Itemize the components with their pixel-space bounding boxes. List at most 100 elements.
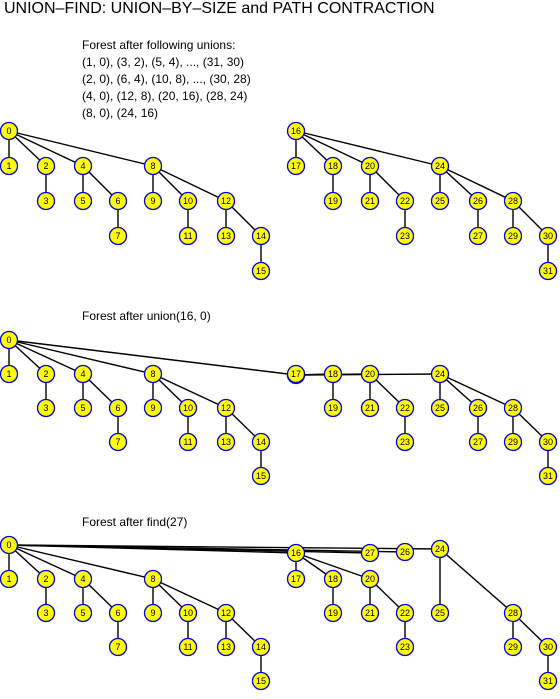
node-label: 16 [291, 126, 301, 136]
node-circle [178, 191, 198, 211]
node-label: 14 [256, 231, 266, 241]
node-label: 23 [400, 642, 410, 652]
node-23: 23 [395, 226, 415, 246]
edge-8-12 [152, 578, 227, 614]
node-label: 11 [183, 437, 192, 447]
node-30: 30 [538, 226, 558, 246]
node-20: 20 [360, 156, 380, 176]
node-circle [36, 364, 56, 384]
node-circle [430, 539, 450, 559]
node-5: 5 [73, 191, 93, 211]
node-label: 13 [221, 437, 231, 447]
node-circle [286, 156, 306, 176]
node-circle [73, 191, 93, 211]
node-22: 22 [395, 603, 415, 623]
node-label: 3 [43, 403, 48, 413]
node-label: 27 [473, 437, 483, 447]
node-circle [178, 432, 198, 452]
node-label: 26 [473, 196, 483, 206]
node-label: 4 [80, 369, 85, 379]
node-circle [0, 330, 19, 350]
node-circle [0, 156, 19, 176]
node-label: 23 [400, 231, 410, 241]
node-label: 5 [80, 196, 85, 206]
edge-0-8 [8, 339, 154, 375]
node-circle [73, 603, 93, 623]
node-circle [430, 603, 450, 623]
caption-initial-line: (8, 0), (24, 16) [82, 106, 159, 120]
node-20: 20 [360, 364, 380, 384]
node-circle [108, 398, 128, 418]
node-label: 7 [115, 642, 120, 652]
node-14: 14 [251, 432, 271, 452]
node-label: 18 [328, 574, 338, 584]
edge-0-8 [8, 130, 154, 167]
node-23: 23 [395, 432, 415, 452]
node-13: 13 [216, 432, 236, 452]
node-28: 28 [503, 603, 523, 623]
node-7: 7 [108, 637, 128, 657]
node-circle [360, 543, 380, 563]
node-2: 2 [36, 156, 56, 176]
node-circle [395, 432, 415, 452]
node-label: 22 [400, 403, 410, 413]
node-2: 2 [36, 569, 56, 589]
caption-initial-heading: Forest after following unions: [82, 38, 236, 52]
node-19: 19 [323, 398, 343, 418]
edge-0-8 [8, 544, 154, 580]
node-label: 9 [150, 403, 155, 413]
node-label: 6 [115, 196, 120, 206]
node-26: 26 [468, 191, 488, 211]
node-label: 15 [256, 471, 266, 481]
node-0: 0 [0, 121, 19, 141]
node-label: 29 [508, 231, 518, 241]
node-label: 17 [291, 161, 301, 171]
node-circle [108, 637, 128, 657]
node-circle [503, 191, 523, 211]
node-26: 26 [468, 398, 488, 418]
node-label: 30 [543, 642, 553, 652]
node-circle [143, 364, 163, 384]
node-10: 10 [178, 191, 198, 211]
node-circle [178, 398, 198, 418]
node-circle [286, 569, 306, 589]
node-label: 20 [365, 161, 375, 171]
node-label: 17 [291, 369, 301, 379]
node-circle [395, 398, 415, 418]
node-label: 17 [291, 574, 301, 584]
edge-24-28 [439, 165, 514, 202]
node-12: 12 [216, 398, 236, 418]
node-label: 25 [435, 403, 445, 413]
node-circle [430, 156, 450, 176]
node-29: 29 [503, 637, 523, 657]
node-label: 24 [435, 161, 445, 171]
node-label: 7 [115, 437, 120, 447]
node-label: 11 [183, 231, 192, 241]
node-label: 16 [291, 548, 301, 558]
caption-initial-line: (1, 0), (3, 2), (5, 4), ..., (31, 30) [82, 55, 245, 69]
node-label: 10 [183, 608, 193, 618]
node-label: 15 [256, 676, 266, 686]
node-circle [216, 637, 236, 657]
node-3: 3 [36, 398, 56, 418]
node-circle [323, 156, 343, 176]
node-label: 29 [508, 437, 518, 447]
node-6: 6 [108, 191, 128, 211]
node-8: 8 [143, 364, 163, 384]
node-circle [108, 603, 128, 623]
node-label: 0 [6, 126, 11, 136]
node-circle [360, 569, 380, 589]
node-29: 29 [503, 226, 523, 246]
node-4: 4 [73, 364, 93, 384]
node-11: 11 [178, 637, 198, 657]
node-label: 10 [183, 403, 193, 413]
node-label: 2 [43, 369, 48, 379]
node-label: 5 [80, 403, 85, 413]
node-2: 2 [36, 364, 56, 384]
node-label: 12 [221, 608, 231, 618]
node-circle [251, 432, 271, 452]
node-18: 18 [323, 569, 343, 589]
node-label: 6 [115, 403, 120, 413]
edge-16-24 [295, 130, 441, 167]
